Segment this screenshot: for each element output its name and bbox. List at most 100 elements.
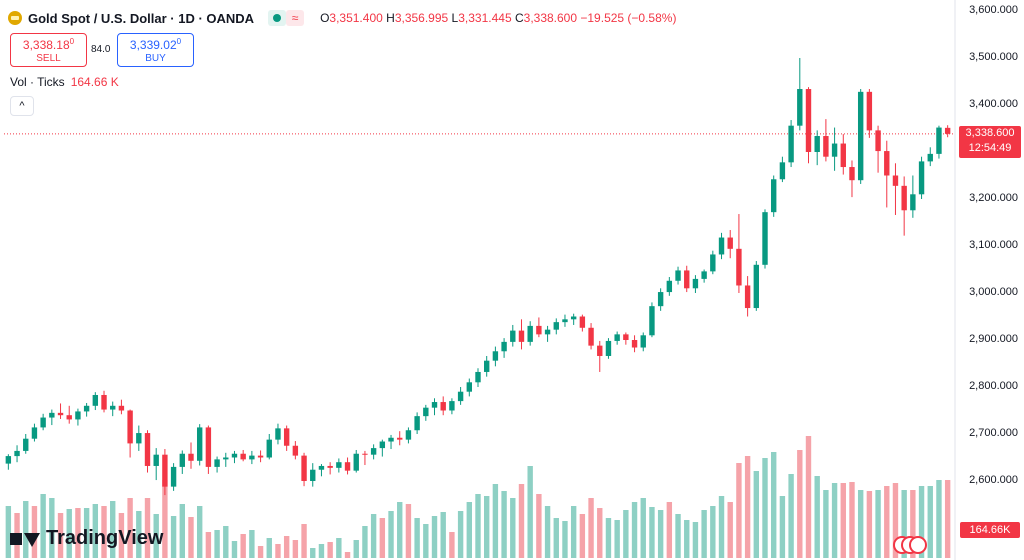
volume-bar	[310, 548, 316, 558]
volume-bar	[588, 498, 594, 558]
volume-bar	[188, 517, 194, 558]
candle-body	[379, 441, 386, 449]
volume-bar	[405, 504, 412, 558]
volume-bar	[518, 484, 525, 558]
candle-body	[310, 469, 316, 481]
volume-bar	[536, 494, 542, 558]
volume-legend[interactable]: Vol · Ticks 164.66 K	[10, 75, 119, 89]
candle-body	[823, 136, 829, 157]
volume-bar	[266, 538, 272, 558]
volume-bar	[31, 506, 38, 558]
candle-body	[475, 371, 481, 383]
sell-button[interactable]: 3,338.180 SELL	[10, 33, 87, 67]
candle-body	[849, 167, 855, 181]
volume-bar	[231, 541, 238, 558]
volume-bar	[283, 536, 290, 558]
candle-body	[110, 405, 116, 410]
chevron-up-icon[interactable]: ^	[10, 96, 34, 116]
candle-body	[336, 462, 342, 468]
volume-bar	[805, 436, 812, 558]
volume-bar	[75, 508, 81, 558]
market-open-icon[interactable]	[268, 10, 287, 26]
volume-bar	[727, 502, 733, 558]
candle-body	[196, 427, 203, 461]
volume-bar	[823, 490, 829, 558]
candle-body	[170, 466, 177, 487]
candle-body	[275, 428, 281, 440]
candle-body	[744, 285, 751, 309]
candle-body	[727, 237, 733, 249]
candle-body	[510, 330, 516, 342]
volume-bar	[553, 518, 559, 558]
tradingview-logo-text: TradingView	[46, 527, 164, 549]
buy-price: 3,339.020	[129, 37, 182, 52]
price-tick-label: 2,900.000	[969, 333, 1018, 345]
volume-bar	[431, 516, 438, 558]
volume-bar	[118, 513, 125, 558]
price-tick-label: 2,700.000	[969, 427, 1018, 439]
volume-bar	[510, 498, 516, 558]
candle-body	[649, 306, 655, 336]
volume-bar	[66, 509, 72, 558]
volume-bar	[762, 458, 768, 558]
candle-body	[249, 455, 255, 460]
volume-bar	[475, 494, 481, 558]
volume-bar	[83, 508, 90, 558]
candle-body	[710, 254, 716, 272]
tradingview-logo[interactable]: TradingView	[10, 527, 163, 550]
volume-bar	[857, 490, 864, 558]
buy-button[interactable]: 3,339.020 BUY	[117, 33, 194, 67]
volume-bar	[344, 552, 351, 558]
volume-bar	[901, 490, 907, 558]
price-tick-label: 3,000.000	[969, 286, 1018, 298]
us-flag-icon[interactable]	[893, 536, 927, 554]
volume-bar	[318, 544, 325, 558]
volume-bar	[179, 504, 185, 558]
candle-body	[605, 340, 612, 356]
volume-bar	[457, 511, 464, 558]
volume-bar	[5, 506, 12, 558]
candle-body	[283, 428, 290, 446]
volume-bar	[944, 480, 951, 558]
ohlc-readout: O3,351.400 H3,356.995 L3,331.445 C3,338.…	[320, 11, 677, 25]
data-wave-icon[interactable]: ≈	[286, 10, 305, 26]
volume-bar	[788, 474, 794, 558]
candle-body	[301, 455, 307, 481]
candle-body	[223, 457, 229, 460]
volume-bar	[388, 511, 394, 558]
symbol-title[interactable]: Gold Spot / U.S. Dollar · 1D · OANDA	[28, 10, 255, 26]
candle-body	[875, 130, 881, 152]
spread-value: 84.0	[91, 44, 111, 55]
candle-body	[292, 445, 299, 456]
candle-body	[797, 89, 803, 126]
last-price-value: 3,338.600	[965, 127, 1015, 139]
volume-legend-value: 164.66 K	[70, 75, 119, 89]
candle-body	[318, 465, 325, 470]
volume-bar	[623, 510, 629, 558]
gold-symbol-icon[interactable]	[8, 11, 22, 25]
volume-bar	[92, 504, 99, 558]
countdown-timer: 12:54:49	[968, 142, 1012, 154]
volume-bar	[710, 506, 716, 558]
candle-body	[501, 341, 507, 352]
candle-body	[918, 161, 925, 195]
volume-bar	[275, 544, 281, 558]
volume-bar	[423, 524, 429, 558]
price-tick-label: 3,500.000	[969, 51, 1018, 63]
volume-bar	[527, 466, 533, 558]
candle-body	[771, 179, 777, 213]
candle-body	[718, 237, 725, 255]
volume-bar	[136, 511, 142, 558]
volume-bar	[631, 502, 638, 558]
price-tick-label: 3,200.000	[969, 192, 1018, 204]
candle-body	[397, 437, 403, 440]
chart-header: Gold Spot / U.S. Dollar · 1D · OANDA ≈ O…	[8, 8, 676, 28]
volume-bar	[918, 486, 925, 558]
candle-body	[240, 453, 246, 460]
status-pill[interactable]: ≈	[268, 10, 305, 26]
candle-body	[127, 410, 133, 444]
price-tick-label: 3,400.000	[969, 98, 1018, 110]
volume-bar	[666, 502, 673, 558]
candle-body	[536, 325, 542, 335]
